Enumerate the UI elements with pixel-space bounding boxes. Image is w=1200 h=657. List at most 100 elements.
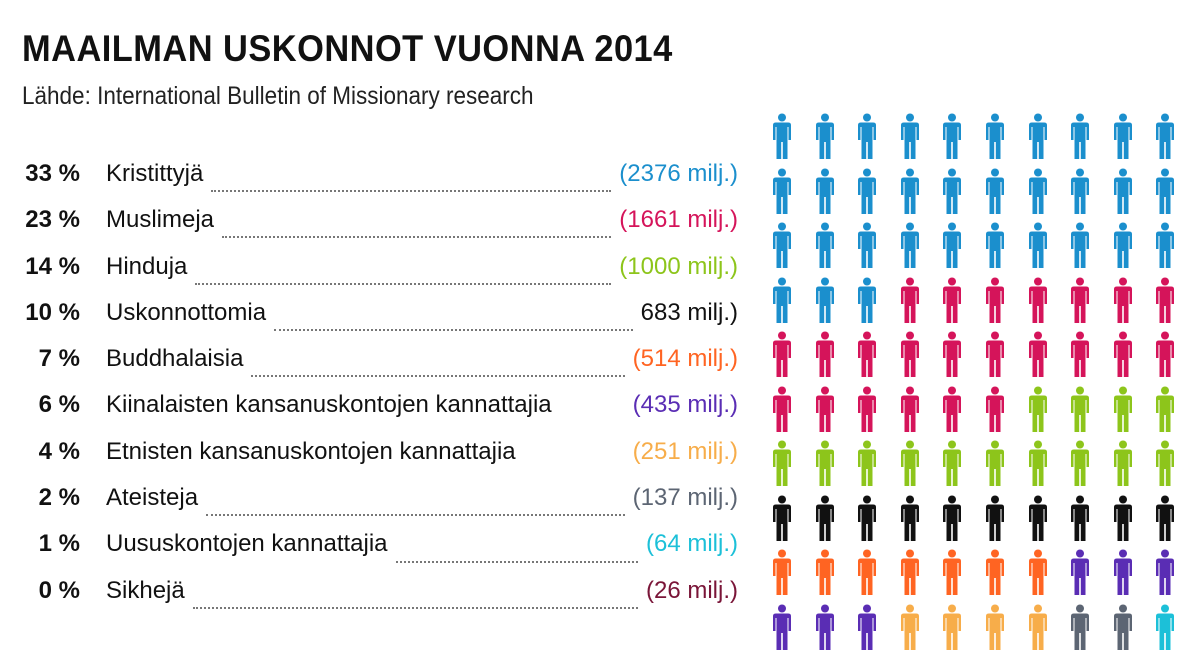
- person-icon: [940, 277, 964, 325]
- person-icon: [940, 222, 964, 270]
- legend-row: 14 % Hinduja (1000 milj.): [22, 253, 738, 299]
- legend-row: 1 % Uususkontojen kannattajia (64 milj.): [22, 530, 738, 576]
- religion-label: Hinduja: [106, 252, 188, 280]
- dot-leader: [560, 422, 625, 424]
- person-icon: [1111, 113, 1135, 161]
- percent-label: 33 %: [25, 160, 80, 187]
- religion-label: Uususkontojen kannattajia: [106, 530, 388, 558]
- percent-label: 1 %: [38, 530, 80, 558]
- person-icon: [1026, 113, 1050, 161]
- person-icon: [813, 549, 837, 597]
- chart-title: MAAILMAN USKONNOT VUONNA 2014: [22, 28, 673, 69]
- religion-label: Uskonnottomia: [106, 298, 267, 326]
- person-icon: [1153, 495, 1177, 543]
- dot-leader: [195, 282, 612, 285]
- person-icon: [770, 386, 794, 434]
- population-value: 683 milj.): [640, 298, 738, 326]
- legend-row: 6 % Kiinalaisten kansanuskontojen kannatt…: [22, 391, 738, 437]
- dot-leader: [211, 190, 612, 193]
- population-value: (1000 milj.): [619, 252, 738, 280]
- person-icon: [855, 277, 879, 325]
- population-value: (435 milj.): [632, 391, 738, 419]
- person-icon: [813, 222, 837, 270]
- person-icon: [855, 113, 879, 161]
- legend-row: 0 % Sikhejä (26 milj.): [22, 577, 738, 623]
- person-icon: [855, 549, 879, 597]
- source-subtitle: Lähde: International Bulletin of Mission…: [22, 82, 534, 110]
- person-icon: [855, 222, 879, 270]
- person-icon: [983, 440, 1007, 488]
- person-icon: [770, 277, 794, 325]
- person-icon: [940, 168, 964, 216]
- religion-label: Kristittyjä: [106, 160, 204, 187]
- person-icon: [770, 168, 794, 216]
- person-icon: [770, 495, 794, 543]
- legend-row: 33 % Kristittyjä (2376 milj.): [22, 160, 738, 206]
- person-icon: [1068, 113, 1092, 161]
- person-icon: [983, 222, 1007, 270]
- person-icon: [983, 113, 1007, 161]
- religion-label: Etnisten kansanuskontojen kannattajia: [106, 437, 516, 465]
- population-value: (2376 milj.): [619, 160, 738, 187]
- legend-row: 2 % Ateisteja (137 milj.): [22, 484, 738, 530]
- legend-list: 33 % Kristittyjä (2376 milj.) 23 % Muslimeja…: [22, 160, 738, 623]
- person-icon: [770, 331, 794, 379]
- person-icon: [1026, 440, 1050, 488]
- religion-label: Kiinalaisten kansanuskontojen kannattaji…: [106, 391, 552, 419]
- person-icon: [1153, 549, 1177, 597]
- person-icon: [1153, 440, 1177, 488]
- person-icon: [813, 277, 837, 325]
- dot-leader: [274, 329, 633, 332]
- pictogram-grid: [770, 113, 1190, 650]
- person-icon: [1111, 277, 1135, 325]
- person-icon: [898, 549, 922, 597]
- person-icon: [898, 440, 922, 488]
- person-icon: [813, 440, 837, 488]
- person-icon: [940, 549, 964, 597]
- person-icon: [1068, 168, 1092, 216]
- population-value: (137 milj.): [632, 484, 738, 512]
- legend-row: 23 % Muslimeja (1661 milj.): [22, 206, 738, 252]
- population-value: (64 milj.): [645, 530, 738, 558]
- person-icon: [1068, 222, 1092, 270]
- dot-leader: [524, 468, 625, 470]
- person-icon: [1153, 277, 1177, 325]
- percent-label: 7 %: [38, 345, 80, 373]
- person-icon: [983, 277, 1007, 325]
- person-icon: [1026, 331, 1050, 379]
- person-icon: [770, 549, 794, 597]
- percent-label: 14 %: [25, 252, 80, 280]
- legend-row: 10 % Uskonnottomia 683 milj.): [22, 299, 738, 345]
- person-icon: [1111, 386, 1135, 434]
- person-icon: [940, 495, 964, 543]
- person-icon: [1026, 168, 1050, 216]
- person-icon: [855, 331, 879, 379]
- person-icon: [898, 222, 922, 270]
- person-icon: [898, 386, 922, 434]
- person-icon: [1068, 549, 1092, 597]
- person-icon: [813, 331, 837, 379]
- dot-leader: [395, 560, 638, 563]
- person-icon: [983, 386, 1007, 434]
- person-icon: [1111, 222, 1135, 270]
- person-icon: [813, 386, 837, 434]
- legend-row: 7 % Buddhalaisia (514 milj.): [22, 345, 738, 391]
- dot-leader: [251, 375, 625, 378]
- person-icon: [813, 113, 837, 161]
- person-icon: [898, 495, 922, 543]
- person-icon: [1153, 168, 1177, 216]
- population-value: (514 milj.): [632, 345, 738, 373]
- person-icon: [1153, 386, 1177, 434]
- person-icon: [1111, 549, 1135, 597]
- religion-label: Buddhalaisia: [106, 345, 244, 373]
- person-icon: [1068, 386, 1092, 434]
- person-icon: [1068, 495, 1092, 543]
- person-icon: [1026, 277, 1050, 325]
- person-icon: [1111, 440, 1135, 488]
- person-icon: [940, 440, 964, 488]
- person-icon: [855, 168, 879, 216]
- person-icon: [855, 386, 879, 434]
- person-icon: [770, 222, 794, 270]
- person-icon: [940, 331, 964, 379]
- religion-label: Sikhejä: [106, 576, 185, 604]
